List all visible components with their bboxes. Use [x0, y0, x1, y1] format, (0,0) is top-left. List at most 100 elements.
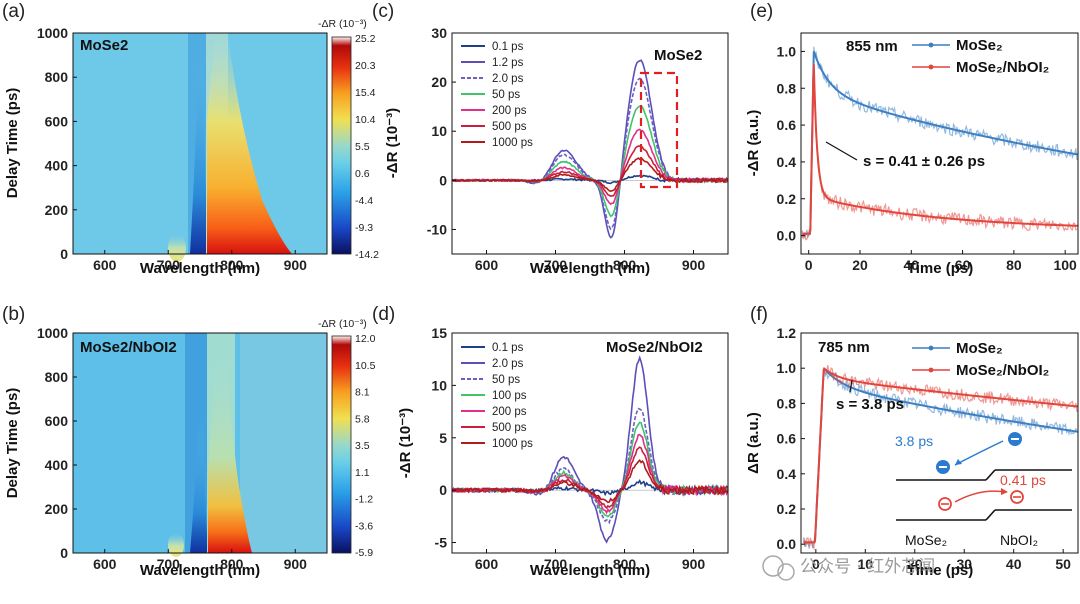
y-tick-label: 0.4 — [777, 154, 797, 170]
fit-line-1 — [803, 366, 1078, 544]
data-trace-1 — [802, 365, 1078, 551]
x-tick-label: 50 — [1055, 556, 1071, 572]
x-tick-label: 700 — [157, 257, 181, 273]
x-axis-label: Time (ps) — [907, 260, 973, 277]
sample-label: MoSe2/NbOI2 — [80, 339, 177, 356]
legend-entry: 1000 ps — [492, 137, 533, 149]
x-axis-label: Wavelength (nm) — [140, 562, 260, 579]
legend-entry: 2.0 ps — [492, 358, 524, 370]
legend-marker — [928, 64, 934, 70]
x-ticks: 0 10 20 30 40 50 — [812, 549, 1071, 572]
x-ticks: 600 700 800 900 — [93, 250, 307, 273]
x-tick-label: 700 — [544, 556, 568, 572]
y-tick-label: 0 — [60, 545, 68, 561]
x-tick-label: 100 — [1053, 257, 1077, 273]
legend-entry: 500 ps — [492, 422, 527, 434]
plot-frame — [72, 32, 328, 255]
panel-d-spectra: (d) MoSe2/NbOI2 0.1 ps 2.0 ps 50 ps 100 ps 2… — [372, 304, 729, 579]
legend: MoSe₂ MoSe₂/NbOI₂ — [912, 340, 1049, 379]
x-tick-label: 800 — [220, 257, 244, 273]
colorbar-tick-label: -5.9 — [355, 547, 373, 559]
watermark-text: 公众号 · 红外芯闻 — [800, 557, 935, 577]
colorbar-tick-label: 20.3 — [355, 60, 376, 72]
panel-b-heatmap: (b) MoSe2/NbOI2 600 700 800 900 0 200 400 600 8… — [2, 304, 376, 579]
y-tick-label: 0.0 — [777, 228, 797, 244]
y-tick-label: 1.0 — [777, 360, 797, 376]
electron-transfer-arrow — [954, 490, 1007, 503]
inset-label-right: NbOI₂ — [1000, 532, 1038, 548]
heatmap-exciton-blob — [168, 533, 184, 557]
y-axis-label: -ΔR (10⁻³) — [397, 408, 414, 478]
y-tick-label: 20 — [431, 74, 447, 90]
panel-label-d: (d) — [372, 304, 395, 325]
colorbar-tick-label: 8.1 — [355, 387, 370, 399]
heatmap-negative-region — [190, 60, 208, 254]
y-tick-label: 400 — [45, 457, 69, 473]
arrowhead-icon — [955, 459, 962, 465]
legend-entry: 50 ps — [492, 374, 520, 386]
legend-entry: MoSe₂/NbOI₂ — [956, 59, 1049, 76]
colorbar-tick-label: 10.5 — [355, 360, 376, 372]
x-tick-label: 80 — [1006, 257, 1022, 273]
colorbar-tick-label: 25.2 — [355, 33, 376, 45]
y-tick-label: 200 — [45, 202, 69, 218]
hole-transfer-arrow — [954, 440, 1004, 466]
colorbar-tick-label: -9.3 — [355, 222, 373, 234]
wavelength-annotation: 785 nm — [818, 339, 870, 356]
annotation-arrow — [825, 141, 858, 161]
data-trace-1 — [801, 68, 1078, 241]
legend-entry: 0.1 ps — [492, 41, 524, 53]
plot-frame — [800, 332, 1079, 554]
x-ticks: 600 700 800 900 — [475, 549, 705, 572]
legend-entry: 200 ps — [492, 406, 527, 418]
y-axis-label: -ΔR (10⁻³) — [384, 108, 401, 178]
legend-entry: 200 ps — [492, 105, 527, 117]
electron-transfer-time: 0.41 ps — [1000, 472, 1046, 488]
legend-marker — [928, 42, 934, 48]
x-axis-label: Wavelength (nm) — [140, 260, 260, 277]
y-tick-label: 0.8 — [777, 395, 797, 411]
y-tick-label: 0 — [439, 172, 447, 188]
colorbar-tick-label: 10.4 — [355, 114, 376, 126]
y-tick-label: 1000 — [37, 25, 68, 41]
y-tick-label: 0.0 — [777, 536, 797, 552]
y-ticks: 0 200 400 600 800 1000 — [37, 25, 77, 262]
y-tick-label: 15 — [431, 325, 447, 341]
y-axis-label: ΔR (a.u.) — [745, 412, 762, 474]
legend-entry: 2.0 ps — [492, 73, 524, 85]
wechat-icon — [762, 555, 784, 577]
series-line-100-ps — [451, 421, 729, 518]
y-tick-label: 800 — [45, 369, 69, 385]
panel-f-kinetics: (f) 785 nm s = 3.8 ps MoSe₂ MoSe₂/NbOI₂ — [745, 304, 1079, 579]
y-axis-label: Delay Time (ps) — [4, 88, 21, 199]
band-diagram-inset: 3.8 ps 0.41 ps MoSe₂ NbOI₂ — [895, 432, 1072, 548]
fit-line-1 — [802, 64, 1078, 235]
x-tick-label: 0 — [805, 257, 813, 273]
series-line-1000-ps — [451, 459, 728, 504]
legend-entry: 1.2 ps — [492, 57, 524, 69]
colorbar-tick-label: 3.5 — [355, 440, 370, 452]
x-tick-label: 900 — [284, 257, 308, 273]
y-ticks: -5 0 5 10 15 — [431, 325, 456, 551]
x-tick-label: 800 — [220, 556, 244, 572]
y-tick-label: 600 — [45, 413, 69, 429]
band-offset — [985, 469, 996, 481]
y-tick-label: 0.2 — [777, 501, 797, 517]
fit-line-0 — [802, 51, 1078, 235]
legend-entry: 1000 ps — [492, 438, 533, 450]
colorbar-tick-label: -3.6 — [355, 520, 373, 532]
y-tick-label: -5 — [435, 535, 448, 551]
panel-c-spectra: (c) MoSe2 0.1 ps 1.2 ps 2.0 ps 50 ps 200 ps 5… — [372, 1, 729, 277]
x-ticks: 0 20 40 60 80 100 — [805, 250, 1077, 273]
plot-frame — [451, 32, 729, 255]
electron-icon — [938, 497, 952, 511]
legend: 0.1 ps 2.0 ps 50 ps 100 ps 200 ps 500 ps 1000 … — [461, 342, 533, 450]
legend-entry: MoSe₂ — [956, 37, 1003, 54]
x-tick-label: 800 — [613, 556, 637, 572]
panel-label-b: (b) — [2, 304, 25, 325]
hole-transfer-time: 3.8 ps — [895, 433, 933, 449]
colorbar-tick-label: 5.8 — [355, 413, 370, 425]
y-tick-label: 0.6 — [777, 431, 797, 447]
y-tick-label: 0 — [439, 482, 447, 498]
x-axis-label: Wavelength (nm) — [530, 260, 650, 277]
